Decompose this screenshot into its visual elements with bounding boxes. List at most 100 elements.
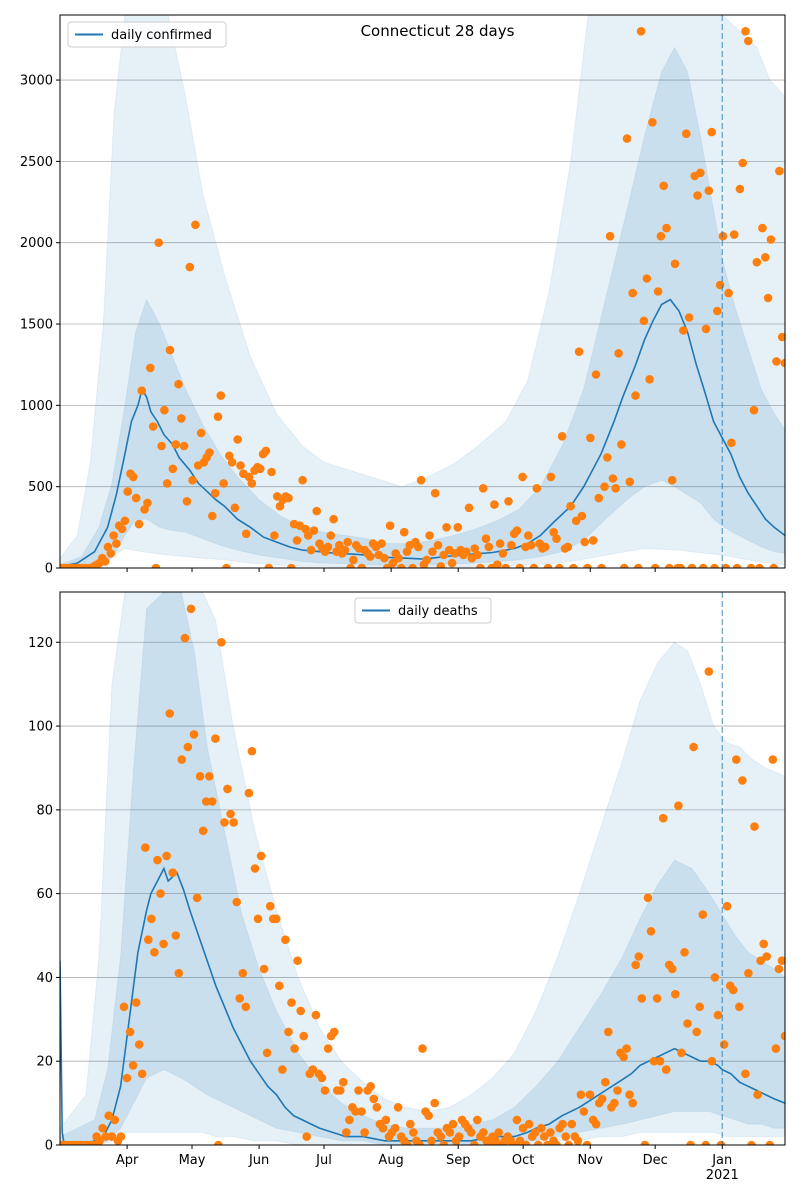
- data-point: [287, 563, 296, 568]
- data-point: [182, 497, 192, 506]
- data-point: [768, 755, 778, 764]
- data-point: [453, 523, 463, 532]
- data-point: [110, 1115, 120, 1125]
- data-point: [501, 563, 510, 568]
- y-tick-label: 1000: [20, 399, 53, 414]
- data-point: [695, 1002, 704, 1012]
- data-point: [439, 550, 449, 560]
- data-point: [772, 357, 781, 366]
- x-tick-label: Jan: [711, 1153, 732, 1168]
- y-tick-label: 2000: [20, 236, 53, 251]
- data-point: [566, 501, 575, 511]
- data-point: [195, 772, 205, 781]
- data-point: [131, 493, 141, 503]
- data-point: [244, 788, 254, 798]
- data-point: [381, 1115, 391, 1125]
- inner-band: [60, 592, 785, 1145]
- data-point: [580, 537, 589, 547]
- data-point: [408, 563, 417, 568]
- data-point: [689, 742, 698, 752]
- data-point: [637, 994, 647, 1003]
- data-point: [634, 952, 644, 961]
- data-point: [667, 475, 677, 485]
- data-point: [605, 231, 615, 241]
- data-point: [95, 1136, 104, 1145]
- data-point: [211, 734, 220, 743]
- data-point: [430, 1098, 440, 1108]
- data-point: [491, 1136, 500, 1145]
- data-point: [732, 563, 742, 568]
- data-point: [185, 262, 195, 272]
- plot-area: [60, 15, 785, 568]
- data-point: [345, 1115, 354, 1125]
- data-point: [123, 487, 132, 496]
- data-point: [597, 563, 606, 568]
- data-point: [129, 472, 138, 482]
- data-point: [394, 553, 403, 563]
- data-point: [643, 893, 653, 903]
- data-point: [613, 1086, 622, 1095]
- data-point: [591, 1119, 601, 1129]
- data-point: [774, 964, 784, 974]
- data-point: [749, 405, 759, 415]
- data-point: [343, 537, 353, 547]
- data-point: [336, 1086, 345, 1095]
- y-tick-label: 20: [36, 1055, 53, 1070]
- data-point: [585, 1090, 595, 1099]
- data-point: [346, 563, 355, 568]
- data-point: [372, 1103, 382, 1112]
- data-point: [101, 1132, 110, 1141]
- data-point: [165, 709, 174, 718]
- data-point: [741, 27, 750, 36]
- y-tick-label: 500: [28, 480, 53, 495]
- data-point: [188, 475, 197, 485]
- data-point: [727, 438, 736, 448]
- y-tick-label: 120: [28, 636, 53, 651]
- axes-frame: [59, 14, 786, 569]
- data-point: [564, 1140, 573, 1145]
- data-point: [293, 956, 302, 965]
- data-point: [180, 633, 190, 643]
- data-point: [600, 482, 609, 492]
- data-point: [177, 414, 186, 423]
- data-point: [567, 1119, 577, 1129]
- data-point: [766, 235, 776, 244]
- data-point: [549, 527, 558, 537]
- data-point: [393, 1103, 403, 1112]
- data-point: [707, 127, 716, 137]
- data-point: [529, 563, 539, 568]
- data-point: [320, 1086, 330, 1095]
- data-point: [430, 488, 440, 498]
- data-point: [591, 370, 601, 379]
- data-point: [174, 968, 184, 978]
- data-point: [574, 347, 584, 357]
- data-point: [552, 534, 561, 543]
- data-point: [117, 524, 127, 534]
- data-point: [752, 257, 762, 267]
- data-point: [454, 1132, 464, 1141]
- data-point: [439, 1140, 449, 1145]
- y-tick-label: 3000: [20, 74, 53, 89]
- data-point: [698, 563, 708, 568]
- data-point: [406, 1119, 415, 1129]
- data-point: [119, 1002, 129, 1012]
- legend-label: daily deaths: [398, 604, 478, 619]
- data-point: [724, 288, 733, 298]
- data-point: [165, 345, 175, 355]
- y-tick-label: 2500: [20, 155, 53, 170]
- data-point: [747, 1140, 756, 1145]
- data-point: [759, 939, 768, 949]
- data-point: [230, 503, 240, 513]
- data-point: [780, 1031, 785, 1041]
- data-point: [259, 964, 269, 974]
- data-point: [656, 231, 666, 241]
- data-point: [296, 1006, 306, 1016]
- data-point: [340, 545, 350, 555]
- data-point: [758, 223, 767, 233]
- data-point: [692, 1027, 701, 1037]
- data-point: [241, 529, 251, 539]
- data-point: [292, 536, 302, 545]
- data-point: [144, 935, 153, 944]
- legend: daily confirmed: [67, 21, 227, 48]
- data-point: [424, 1111, 433, 1120]
